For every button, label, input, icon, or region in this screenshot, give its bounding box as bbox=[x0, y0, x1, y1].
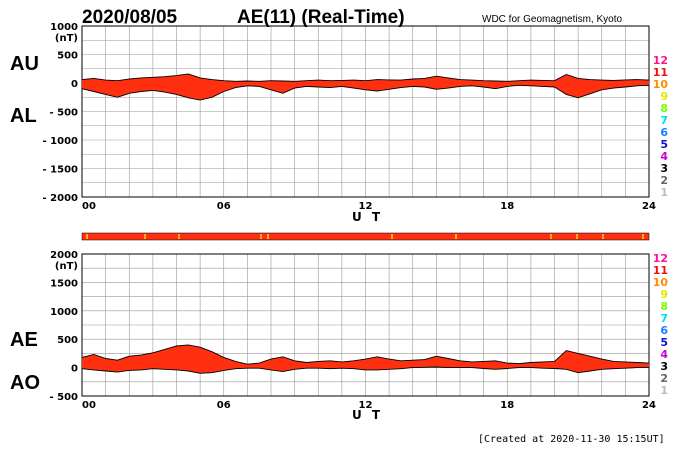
figure-credit: WDC for Geomagnetism, Kyoto bbox=[482, 14, 622, 25]
legend-count-label: 12 bbox=[653, 54, 668, 67]
series-label-al: AL bbox=[10, 105, 37, 127]
activity-strip-highlight bbox=[86, 234, 88, 239]
y-tick-label: 1500 bbox=[50, 278, 78, 289]
legend-count-label: 11 bbox=[653, 264, 668, 277]
x-tick-label: 12 bbox=[359, 201, 373, 212]
series-line-al bbox=[81, 84, 650, 101]
plot-frame bbox=[81, 253, 650, 397]
legend-count-label: 2 bbox=[660, 372, 668, 385]
series-label-au: AU bbox=[10, 53, 39, 75]
y-tick-label: 1000 bbox=[50, 22, 78, 33]
legend-count-label: 9 bbox=[660, 288, 668, 301]
y-unit-label: (nT) bbox=[55, 33, 78, 44]
y-tick-label: 500 bbox=[57, 335, 78, 346]
legend-count-label: 5 bbox=[660, 336, 668, 349]
activity-strip-highlight bbox=[260, 234, 262, 239]
legend-count-label: 12 bbox=[653, 252, 668, 265]
x-tick-label: 12 bbox=[359, 400, 373, 411]
figure-date: 2020/08/05 bbox=[82, 7, 178, 28]
y-tick-label: - 500 bbox=[49, 392, 78, 403]
legend-count-label: 1 bbox=[660, 186, 668, 199]
legend-count-label: 10 bbox=[653, 78, 669, 91]
x-tick-label: 06 bbox=[217, 400, 231, 411]
legend-count-label: 1 bbox=[660, 384, 668, 397]
legend-count-label: 6 bbox=[660, 126, 668, 139]
x-tick-label: 00 bbox=[82, 201, 96, 212]
series-label-ae: AE bbox=[10, 329, 38, 351]
series-line-ae bbox=[81, 344, 650, 365]
series-label-ao: AO bbox=[10, 372, 40, 394]
activity-strip-highlight bbox=[391, 234, 393, 239]
legend-count-label: 8 bbox=[660, 300, 668, 313]
x-tick-label: 24 bbox=[642, 400, 656, 411]
activity-strip-highlight bbox=[144, 234, 146, 239]
y-tick-label: 2000 bbox=[50, 250, 78, 261]
x-axis-label: U T bbox=[352, 210, 383, 224]
y-tick-label: 500 bbox=[57, 51, 78, 62]
y-tick-label: - 2000 bbox=[43, 193, 79, 204]
legend-count-label: 3 bbox=[660, 162, 668, 175]
series-line-au bbox=[81, 73, 650, 82]
series-band-fill bbox=[82, 344, 649, 374]
x-tick-label: 06 bbox=[217, 201, 231, 212]
y-tick-label: - 500 bbox=[49, 108, 78, 119]
activity-strip-bar bbox=[81, 232, 650, 241]
activity-strip-highlight bbox=[550, 234, 552, 239]
series-line-ao bbox=[81, 366, 650, 374]
legend-count-label: 2 bbox=[660, 174, 668, 187]
plot-frame bbox=[81, 25, 650, 198]
y-tick-label: 0 bbox=[71, 364, 78, 375]
x-tick-label: 18 bbox=[500, 201, 514, 212]
series-band-fill bbox=[82, 73, 649, 101]
created-timestamp: [Created at 2020-11-30 15:15UT] bbox=[478, 434, 665, 445]
activity-strip-highlight bbox=[576, 234, 578, 239]
legend-count-label: 3 bbox=[660, 360, 668, 373]
y-unit-label: (nT) bbox=[55, 261, 78, 272]
activity-strip-highlight bbox=[267, 234, 269, 239]
x-tick-label: 00 bbox=[82, 400, 96, 411]
activity-strip-highlight bbox=[455, 234, 457, 239]
legend-count-label: 4 bbox=[660, 150, 668, 163]
activity-strip-highlight bbox=[602, 234, 604, 239]
y-tick-label: - 1500 bbox=[43, 165, 79, 176]
x-tick-label: 18 bbox=[500, 400, 514, 411]
legend-count-label: 8 bbox=[660, 102, 668, 115]
legend-count-label: 10 bbox=[653, 276, 669, 289]
legend-count-label: 5 bbox=[660, 138, 668, 151]
y-tick-label: - 1000 bbox=[43, 136, 79, 147]
y-tick-label: 1000 bbox=[50, 307, 78, 318]
au-al-panel: 1000 500 0 - 500 - 1000 - 1500 - 2000 (nT) 00 06 1… bbox=[10, 22, 656, 224]
legend-count-label: 7 bbox=[660, 312, 668, 325]
activity-strip-highlight bbox=[178, 234, 180, 239]
y-tick-label: 0 bbox=[71, 79, 78, 90]
ae-ao-panel: 2000 1500 1000 500 0 - 500 (nT) 00 06 12 18 24 U T AE… bbox=[10, 250, 656, 422]
activity-strip-highlight bbox=[642, 234, 644, 239]
figure-title: AE(11) (Real-Time) bbox=[237, 7, 405, 28]
legend-count-label: 4 bbox=[660, 348, 668, 361]
x-tick-label: 24 bbox=[642, 201, 656, 212]
legend-count-label: 11 bbox=[653, 66, 668, 79]
x-axis-label: U T bbox=[352, 408, 383, 422]
legend-count-label: 6 bbox=[660, 324, 668, 337]
legend-count-label: 7 bbox=[660, 114, 668, 127]
legend-count-label: 9 bbox=[660, 90, 668, 103]
activity-color-strip bbox=[81, 232, 650, 241]
